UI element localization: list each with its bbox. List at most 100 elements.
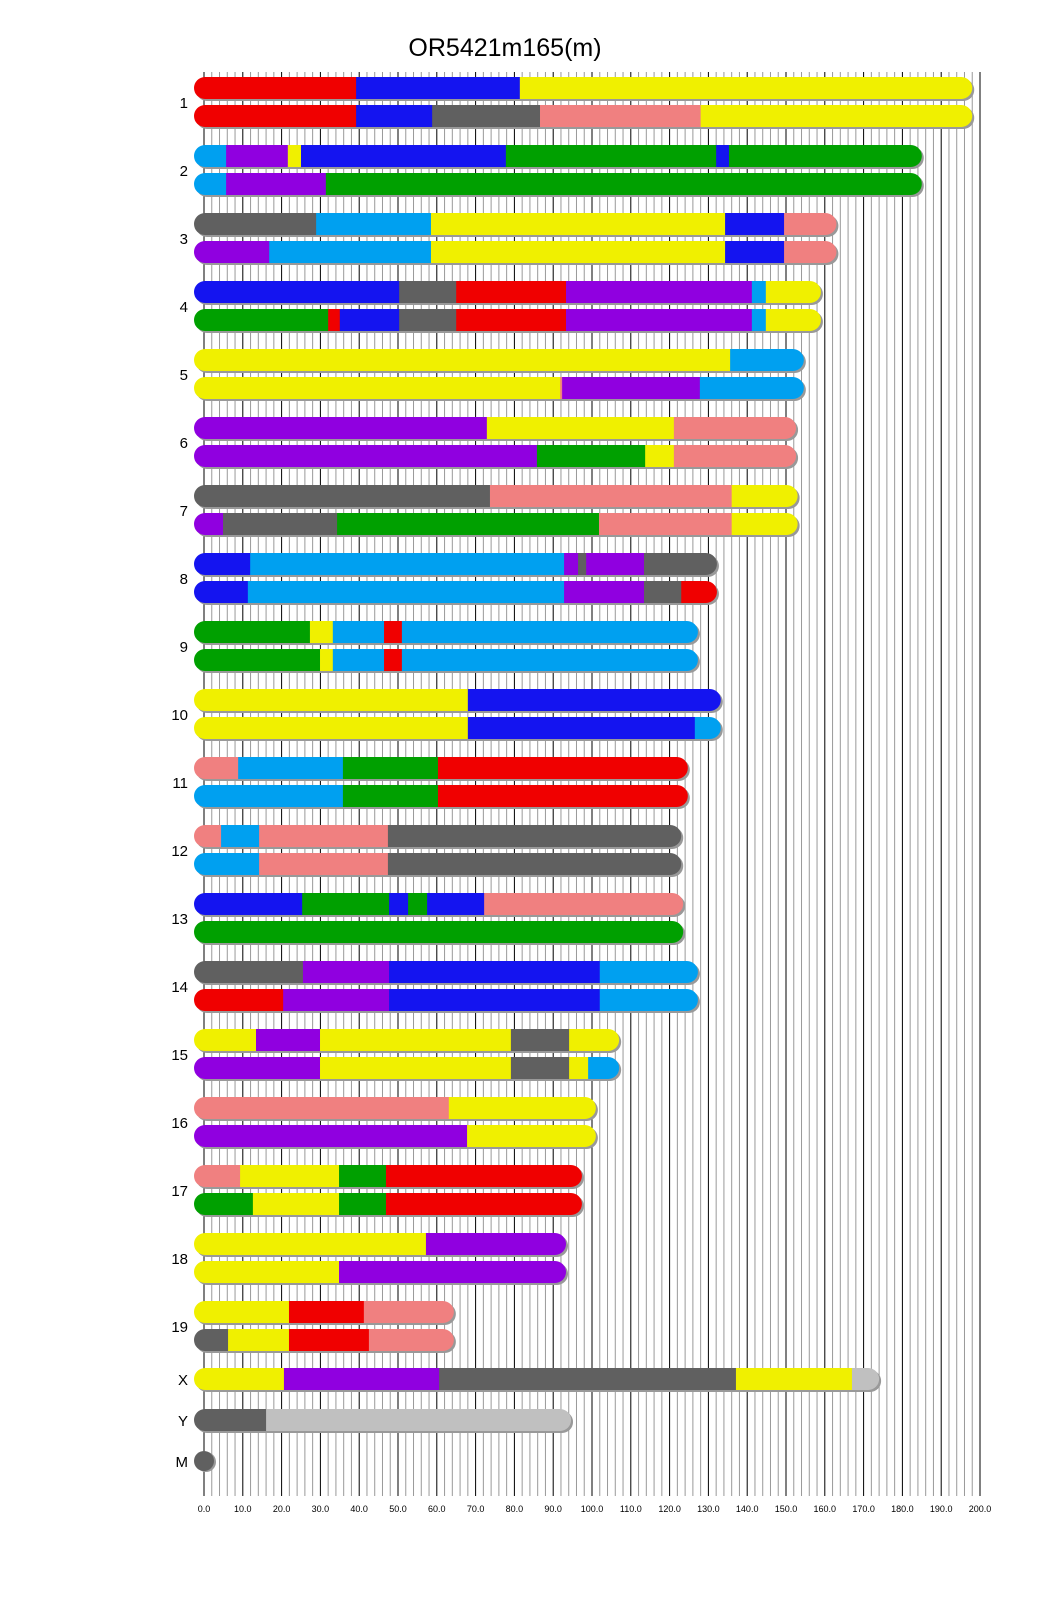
segment-lightblue (599, 961, 698, 983)
segment-yellow (430, 241, 726, 263)
chromosome-14-haplotype-2 (194, 989, 700, 1013)
segment-yellow (320, 1029, 512, 1051)
segment-red (384, 649, 403, 671)
chromosome-9-haplotype-1 (194, 621, 700, 645)
segments (194, 213, 837, 235)
segment-gray (643, 553, 717, 575)
x-tick-label: 0.0 (198, 1504, 211, 1514)
chromosome-16-haplotype-1 (194, 1097, 598, 1121)
segment-yellow (430, 213, 726, 235)
segment-blue (467, 689, 721, 711)
segment-green (342, 785, 439, 807)
segments (194, 1261, 567, 1283)
chromosome-15-haplotype-2 (194, 1057, 622, 1081)
segments (194, 445, 797, 467)
segment-red (385, 1165, 582, 1187)
segment-purple (194, 1057, 321, 1079)
segments (194, 757, 688, 779)
segment-red (194, 105, 357, 127)
segment-green (337, 513, 600, 535)
segment-purple (566, 309, 753, 331)
segment-yellow (448, 1097, 596, 1119)
chromosome-label-1: 1 (180, 95, 188, 112)
segment-yellow (467, 1125, 596, 1147)
segments (194, 241, 837, 263)
segment-blue (389, 989, 601, 1011)
segment-pink (194, 1097, 450, 1119)
segment-yellow (320, 649, 334, 671)
segment-blue (427, 893, 485, 915)
segment-lightblue (316, 213, 432, 235)
chromosome-label-5: 5 (180, 367, 188, 384)
segment-blue (356, 105, 433, 127)
chromosome-8-haplotype-1 (194, 553, 719, 577)
chromosome-label-8: 8 (180, 571, 188, 588)
chromosome-4-haplotype-1 (194, 281, 823, 305)
segment-yellow (765, 281, 821, 303)
x-tick-label: 120.0 (658, 1504, 681, 1514)
segments (194, 853, 682, 875)
segment-yellow (194, 1368, 285, 1390)
segments (194, 1057, 620, 1079)
x-tick-label: 80.0 (506, 1504, 524, 1514)
segments (194, 893, 684, 915)
x-tick-label: 90.0 (544, 1504, 562, 1514)
segment-blue (725, 213, 785, 235)
chromosome-4-haplotype-2 (194, 309, 823, 333)
segments (194, 1301, 454, 1323)
segment-red (328, 309, 341, 331)
segment-green (728, 145, 922, 167)
segment-green (302, 893, 390, 915)
segment-yellow (240, 1165, 340, 1187)
chromosome-X-haplotype-1 (194, 1368, 882, 1392)
segment-yellow (765, 309, 821, 331)
chromosome-label-12: 12 (171, 843, 188, 860)
chromosome-19-haplotype-1 (194, 1301, 456, 1325)
chromosome-17-haplotype-1 (194, 1165, 584, 1189)
segment-purple (194, 1125, 468, 1147)
segments (194, 989, 698, 1011)
segment-purple (255, 1029, 321, 1051)
x-tick-label: 60.0 (428, 1504, 446, 1514)
x-tick-label: 170.0 (852, 1504, 875, 1514)
segments (194, 553, 717, 575)
segment-purple (564, 553, 579, 575)
chromosome-18-haplotype-2 (194, 1261, 569, 1285)
segments (194, 1097, 596, 1119)
chromosome-label-Y: Y (178, 1413, 188, 1430)
segment-gray (387, 825, 682, 847)
chromosome-label-6: 6 (180, 435, 188, 452)
chromosome-label-19: 19 (171, 1319, 188, 1336)
chromosome-label-9: 9 (180, 639, 188, 656)
chromosome-2-haplotype-1 (194, 145, 924, 169)
segment-yellow (645, 445, 675, 467)
segment-lightblue (332, 621, 385, 643)
segment-lightblue (194, 145, 227, 167)
segment-lightblue (238, 757, 344, 779)
x-tick-label: 50.0 (389, 1504, 407, 1514)
segment-red (194, 77, 357, 99)
x-tick-label: 180.0 (891, 1504, 914, 1514)
segment-lightblue (401, 649, 698, 671)
segment-pink (194, 1165, 241, 1187)
segment-green (194, 649, 321, 671)
segment-yellow (700, 105, 973, 127)
segment-yellow (320, 1057, 512, 1079)
chromosome-label-13: 13 (171, 911, 188, 928)
segment-lightblue (269, 241, 432, 263)
segment-blue (389, 893, 409, 915)
segments (194, 581, 717, 603)
segment-pink (194, 825, 222, 847)
segment-yellow (194, 349, 731, 371)
segment-blue (467, 717, 696, 739)
segment-green (194, 1193, 254, 1215)
x-tick-label: 110.0 (620, 1504, 642, 1514)
segments (194, 1368, 880, 1390)
segment-pink (484, 893, 684, 915)
segment-pink (259, 825, 389, 847)
segment-lightblue (194, 173, 227, 195)
segment-gray (194, 1451, 214, 1471)
segments (194, 1125, 596, 1147)
